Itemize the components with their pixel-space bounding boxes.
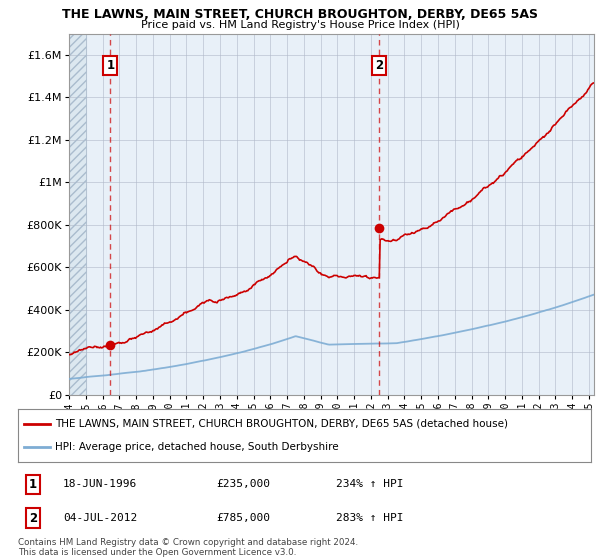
Text: 2: 2 [375, 59, 383, 72]
Text: 234% ↑ HPI: 234% ↑ HPI [336, 479, 404, 489]
Text: 18-JUN-1996: 18-JUN-1996 [63, 479, 137, 489]
Text: £235,000: £235,000 [216, 479, 270, 489]
Text: 1: 1 [106, 59, 115, 72]
Text: £785,000: £785,000 [216, 513, 270, 523]
Text: THE LAWNS, MAIN STREET, CHURCH BROUGHTON, DERBY, DE65 5AS: THE LAWNS, MAIN STREET, CHURCH BROUGHTON… [62, 8, 538, 21]
Bar [69, 34, 86, 395]
Text: 1: 1 [29, 478, 37, 491]
Text: 2: 2 [29, 511, 37, 525]
Text: 04-JUL-2012: 04-JUL-2012 [63, 513, 137, 523]
Text: Contains HM Land Registry data © Crown copyright and database right 2024.
This d: Contains HM Land Registry data © Crown c… [18, 538, 358, 557]
Bar [69, 34, 86, 395]
Text: HPI: Average price, detached house, South Derbyshire: HPI: Average price, detached house, Sout… [55, 442, 339, 452]
Text: THE LAWNS, MAIN STREET, CHURCH BROUGHTON, DERBY, DE65 5AS (detached house): THE LAWNS, MAIN STREET, CHURCH BROUGHTON… [55, 419, 508, 429]
Text: 283% ↑ HPI: 283% ↑ HPI [336, 513, 404, 523]
Text: Price paid vs. HM Land Registry's House Price Index (HPI): Price paid vs. HM Land Registry's House … [140, 20, 460, 30]
